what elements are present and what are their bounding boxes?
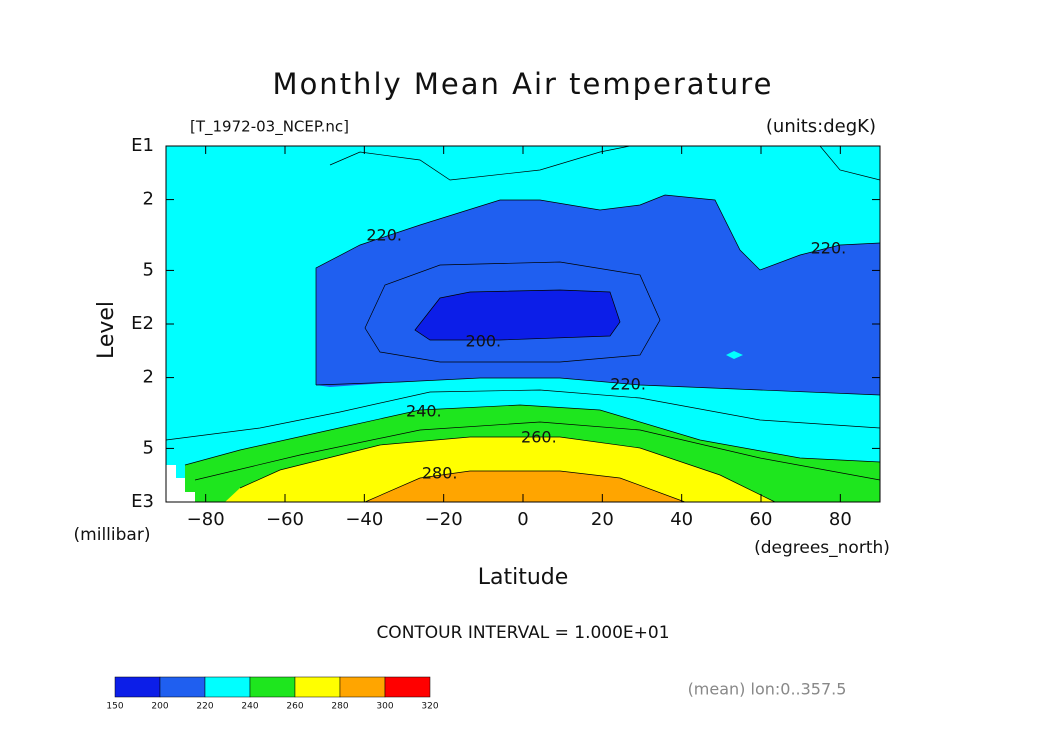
y-axis-title: Level xyxy=(94,301,119,359)
colorbar-box xyxy=(204,676,251,698)
x-tick-label: −40 xyxy=(345,509,383,530)
contour-fill xyxy=(166,146,880,502)
contour-label: 240. xyxy=(406,401,442,420)
colorbar-label: 280 xyxy=(331,702,348,712)
contour-label: 220. xyxy=(366,225,402,244)
contour-label: 280. xyxy=(422,463,458,482)
x-tick-label: −60 xyxy=(266,509,304,530)
y-tick-label: E1 xyxy=(131,135,154,156)
note: (mean) lon:0..357.5 xyxy=(688,680,847,699)
colorbar-box xyxy=(249,676,296,698)
colorbar-box xyxy=(159,676,206,698)
region xyxy=(365,471,685,502)
footer: CONTOUR INTERVAL = 1.000E+01 xyxy=(376,623,669,643)
y-tick-label: 5 xyxy=(143,437,154,458)
y-tick-label: E3 xyxy=(131,491,154,512)
y-tick-label: E2 xyxy=(131,313,154,334)
contour-label: 220. xyxy=(610,374,646,393)
missing-area xyxy=(166,465,195,502)
region xyxy=(415,290,620,340)
colorbar: 150 200 220 240 260 280 300 320 xyxy=(106,676,439,712)
contour-label: 260. xyxy=(521,428,557,447)
subtitle: [T_1972-03_NCEP.nc] xyxy=(190,118,349,137)
units: (units:degK) xyxy=(766,116,876,137)
axes: −80 −60 −40 −20 0 20 40 60 80 E1 2 5 E2 2 5 E3 220. 220. 2… xyxy=(131,135,880,530)
x-axis-title: Latitude xyxy=(478,565,569,590)
colorbar-label: 240 xyxy=(241,702,258,712)
chart-title: Monthly Mean Air temperature xyxy=(273,67,774,101)
x-tick-label: 20 xyxy=(591,509,614,530)
x-tick-label: 80 xyxy=(829,509,852,530)
colorbar-label: 320 xyxy=(421,702,438,712)
colorbar-label: 150 xyxy=(106,702,123,712)
x-tick-label: 0 xyxy=(517,509,528,530)
contour-label: 220. xyxy=(811,239,847,258)
x-tick-label: −80 xyxy=(187,509,225,530)
colorbar-label: 260 xyxy=(286,702,303,712)
colorbar-label: 220 xyxy=(196,702,213,712)
colorbar-label: 300 xyxy=(376,702,393,712)
contour-lines xyxy=(165,145,881,503)
x-tick-label: 40 xyxy=(670,509,693,530)
y-tick-label: 2 xyxy=(143,367,154,388)
region xyxy=(726,351,743,359)
colorbar-box xyxy=(114,676,161,698)
x-tick-label: −20 xyxy=(425,509,463,530)
colorbar-box xyxy=(339,676,386,698)
colorbar-box xyxy=(294,676,341,698)
x-units: (degrees_north) xyxy=(754,538,890,558)
y-tick-label: 5 xyxy=(143,259,154,280)
y-tick-label: 2 xyxy=(143,189,154,210)
x-tick-label: 60 xyxy=(750,509,773,530)
colorbar-box xyxy=(384,676,431,698)
y-units: (millibar) xyxy=(74,525,151,545)
colorbar-label: 200 xyxy=(151,702,168,712)
contour-label: 200. xyxy=(466,331,502,350)
